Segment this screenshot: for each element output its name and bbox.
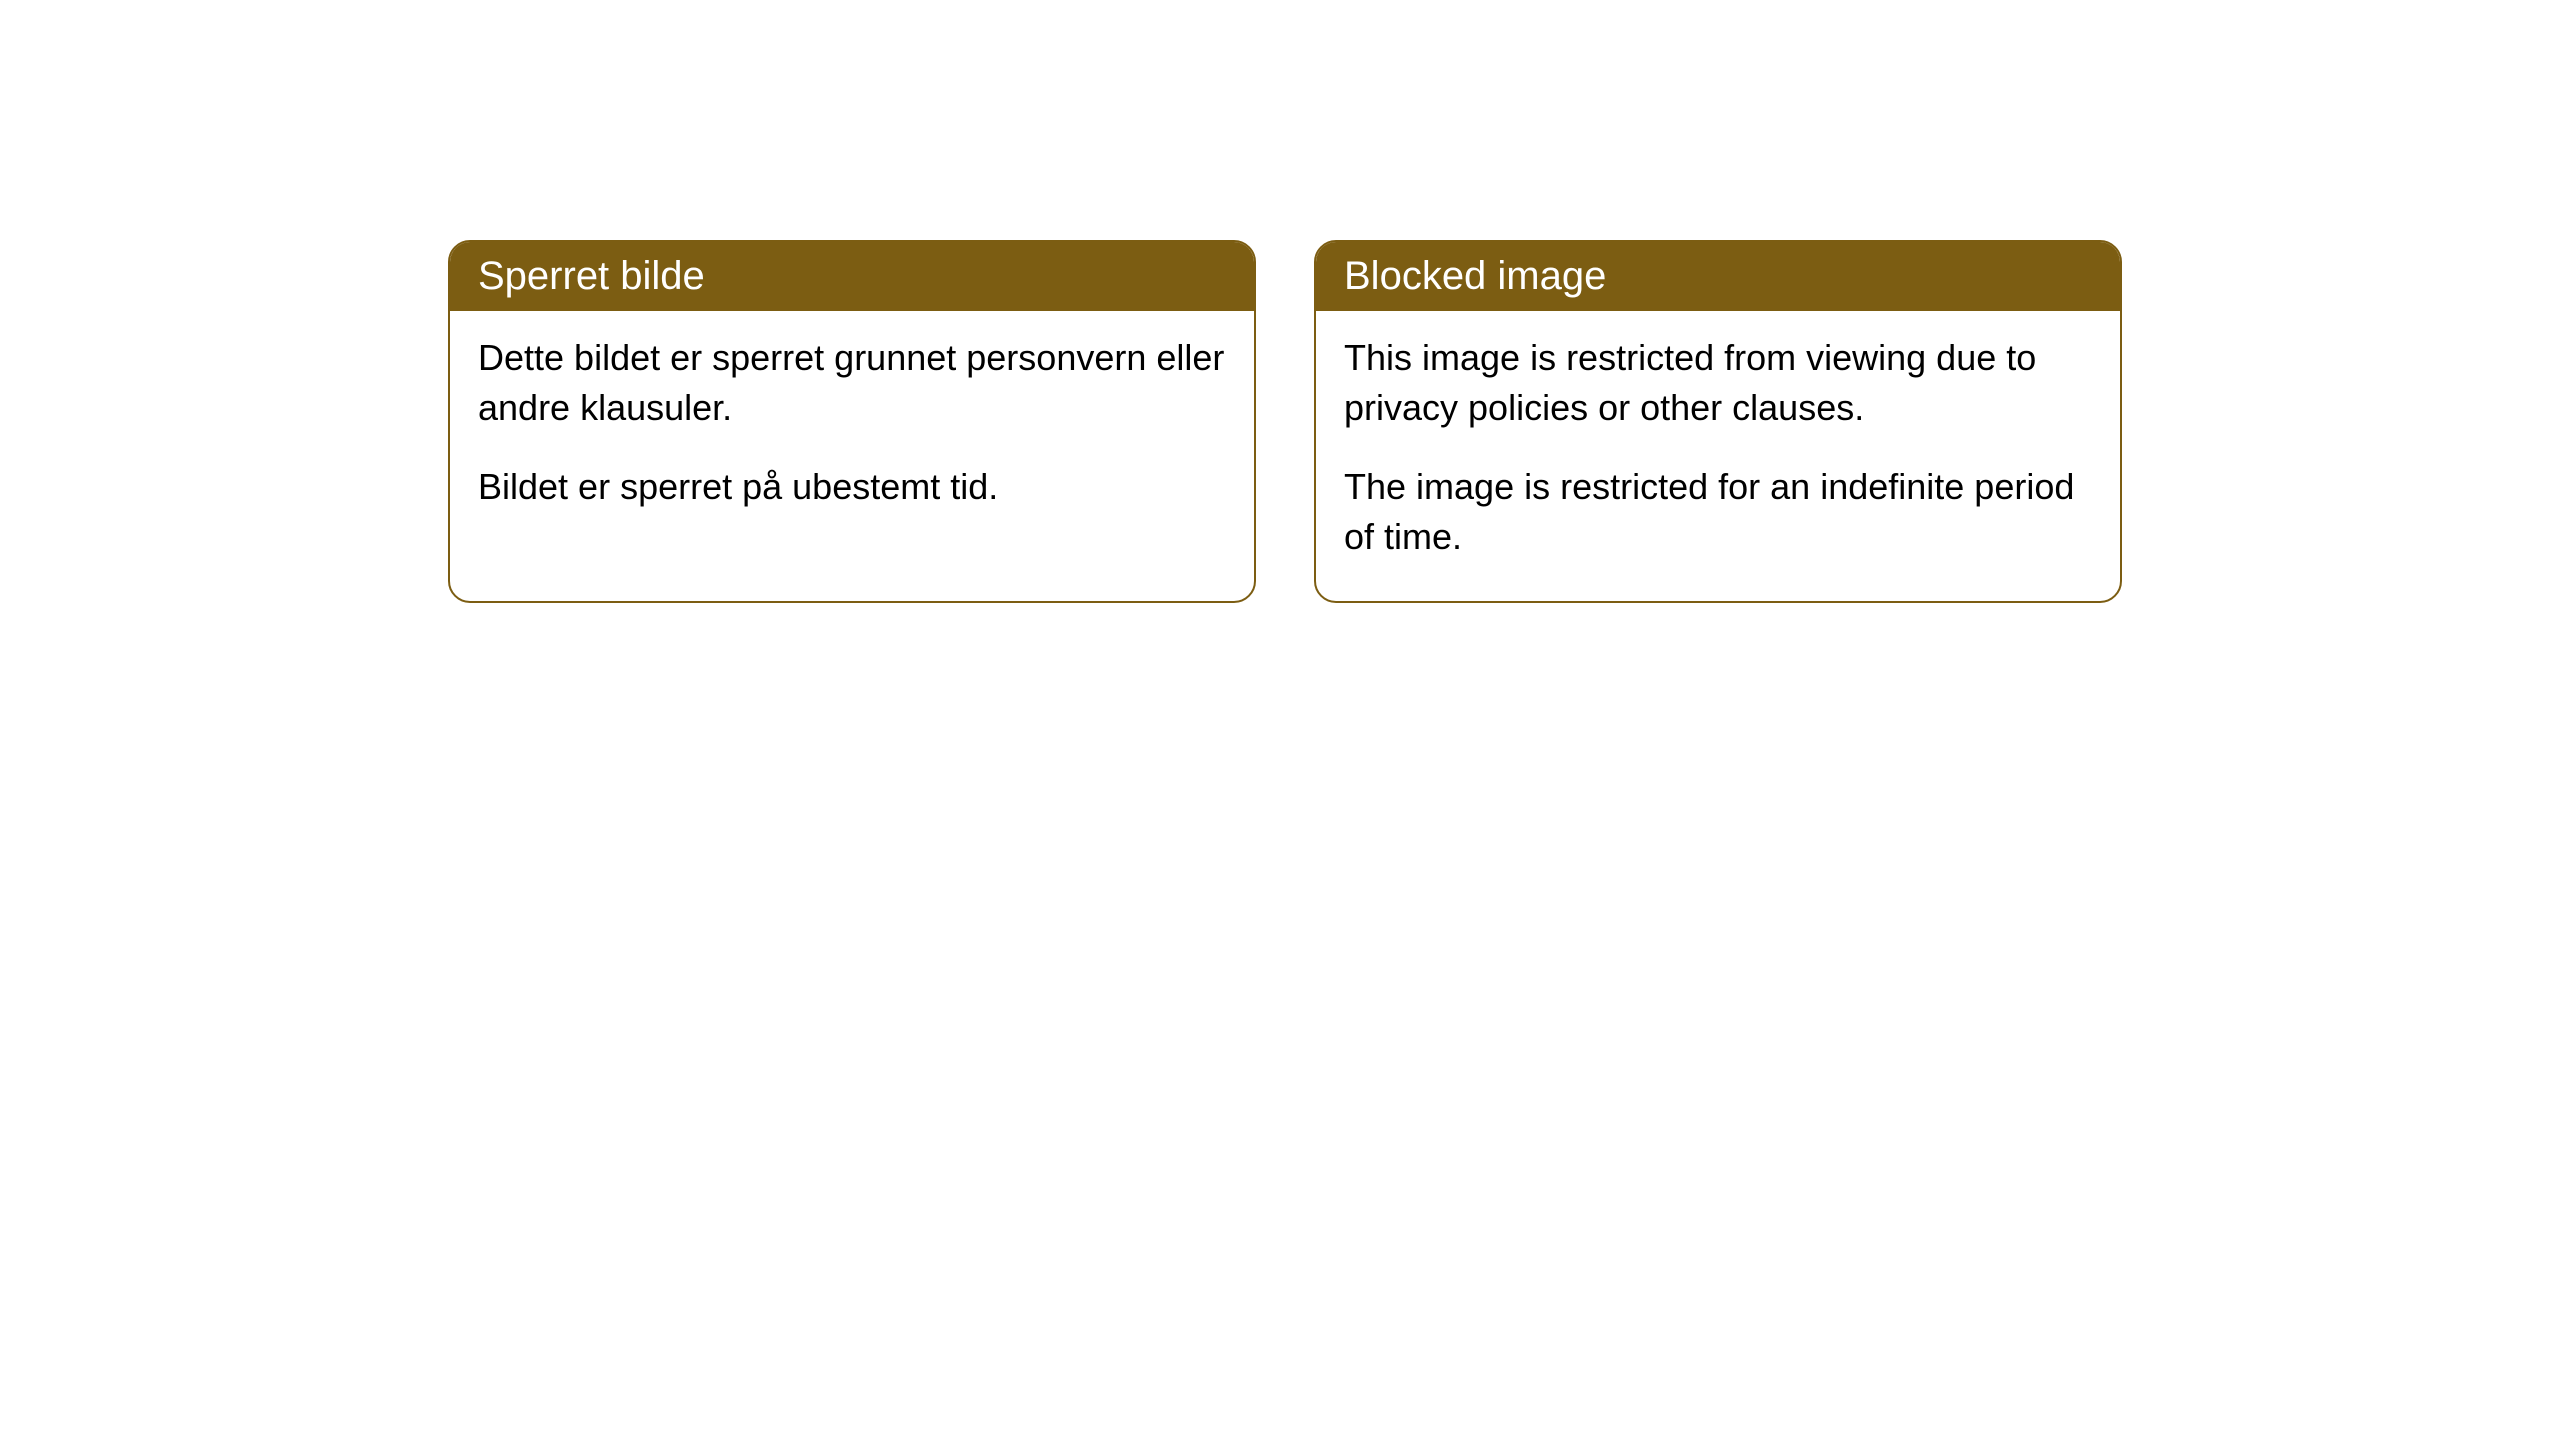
card-body-english: This image is restricted from viewing du… <box>1316 311 2120 601</box>
card-text-english-1: This image is restricted from viewing du… <box>1344 333 2092 434</box>
card-text-english-2: The image is restricted for an indefinit… <box>1344 462 2092 563</box>
blocked-image-card-norwegian: Sperret bilde Dette bildet er sperret gr… <box>448 240 1256 603</box>
card-body-norwegian: Dette bildet er sperret grunnet personve… <box>450 311 1254 550</box>
card-text-norwegian-1: Dette bildet er sperret grunnet personve… <box>478 333 1226 434</box>
card-header-norwegian: Sperret bilde <box>450 242 1254 311</box>
card-text-norwegian-2: Bildet er sperret på ubestemt tid. <box>478 462 1226 512</box>
cards-container: Sperret bilde Dette bildet er sperret gr… <box>448 240 2122 603</box>
card-header-english: Blocked image <box>1316 242 2120 311</box>
blocked-image-card-english: Blocked image This image is restricted f… <box>1314 240 2122 603</box>
